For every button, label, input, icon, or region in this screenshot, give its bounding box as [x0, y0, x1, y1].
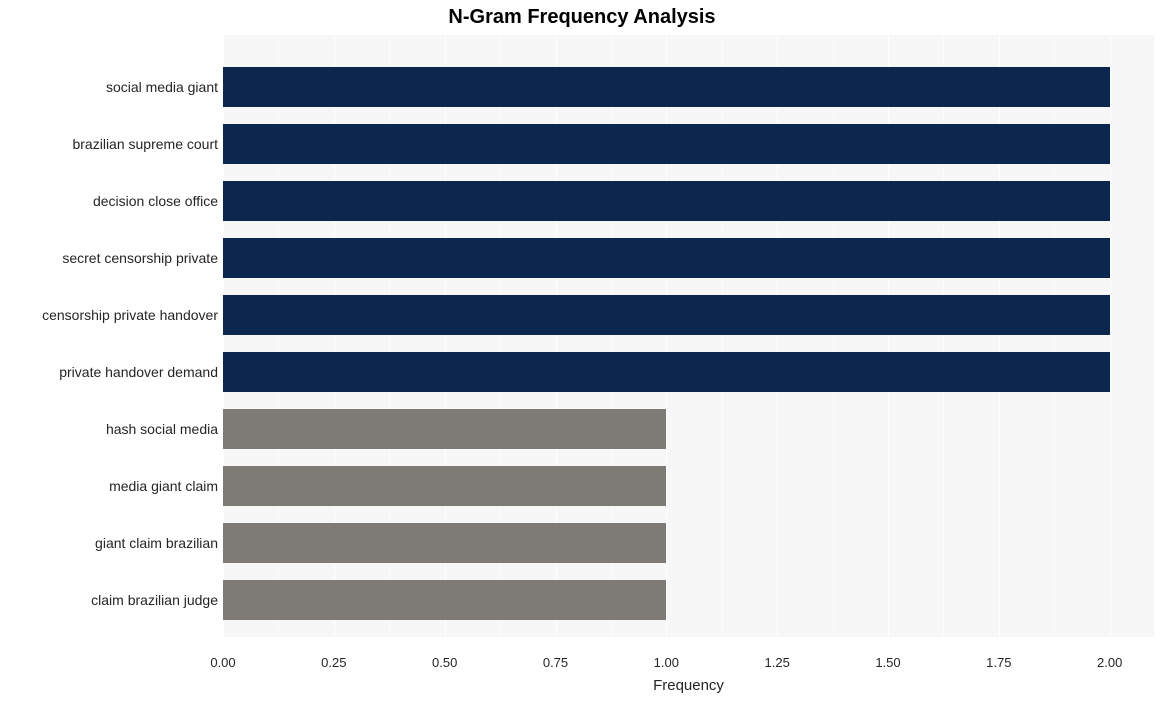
- x-tick-label: 1.00: [654, 655, 679, 670]
- x-tick-label: 2.00: [1097, 655, 1122, 670]
- x-tick-label: 0.00: [210, 655, 235, 670]
- chart-title: N-Gram Frequency Analysis: [0, 6, 1164, 29]
- bar: [223, 181, 1110, 221]
- y-tick-label: decision close office: [93, 193, 218, 209]
- y-tick-label: brazilian supreme court: [72, 136, 218, 152]
- y-tick-label: censorship private handover: [42, 307, 218, 323]
- y-tick-label: hash social media: [106, 421, 218, 437]
- bar: [223, 124, 1110, 164]
- bar: [223, 466, 666, 506]
- ngram-chart: N-Gram Frequency Analysis social media g…: [0, 0, 1164, 701]
- y-tick-label: social media giant: [106, 79, 218, 95]
- x-tick-label: 0.25: [321, 655, 346, 670]
- x-tick-label: 1.50: [875, 655, 900, 670]
- bar: [223, 238, 1110, 278]
- x-tick-label: 1.25: [765, 655, 790, 670]
- bar: [223, 409, 666, 449]
- bar: [223, 352, 1110, 392]
- x-tick-label: 1.75: [986, 655, 1011, 670]
- x-axis-label: Frequency: [223, 677, 1154, 694]
- bar: [223, 580, 666, 620]
- x-tick-label: 0.75: [543, 655, 568, 670]
- bar: [223, 295, 1110, 335]
- bar: [223, 67, 1110, 107]
- bar: [223, 523, 666, 563]
- y-tick-label: private handover demand: [59, 364, 218, 380]
- plot-area: [223, 35, 1154, 637]
- y-tick-label: giant claim brazilian: [95, 535, 218, 551]
- y-axis-labels: social media giant brazilian supreme cour…: [0, 35, 218, 637]
- grid-major: [1110, 35, 1111, 637]
- x-tick-label: 0.50: [432, 655, 457, 670]
- y-tick-label: media giant claim: [109, 478, 218, 494]
- y-tick-label: claim brazilian judge: [91, 592, 218, 608]
- y-tick-label: secret censorship private: [62, 250, 218, 266]
